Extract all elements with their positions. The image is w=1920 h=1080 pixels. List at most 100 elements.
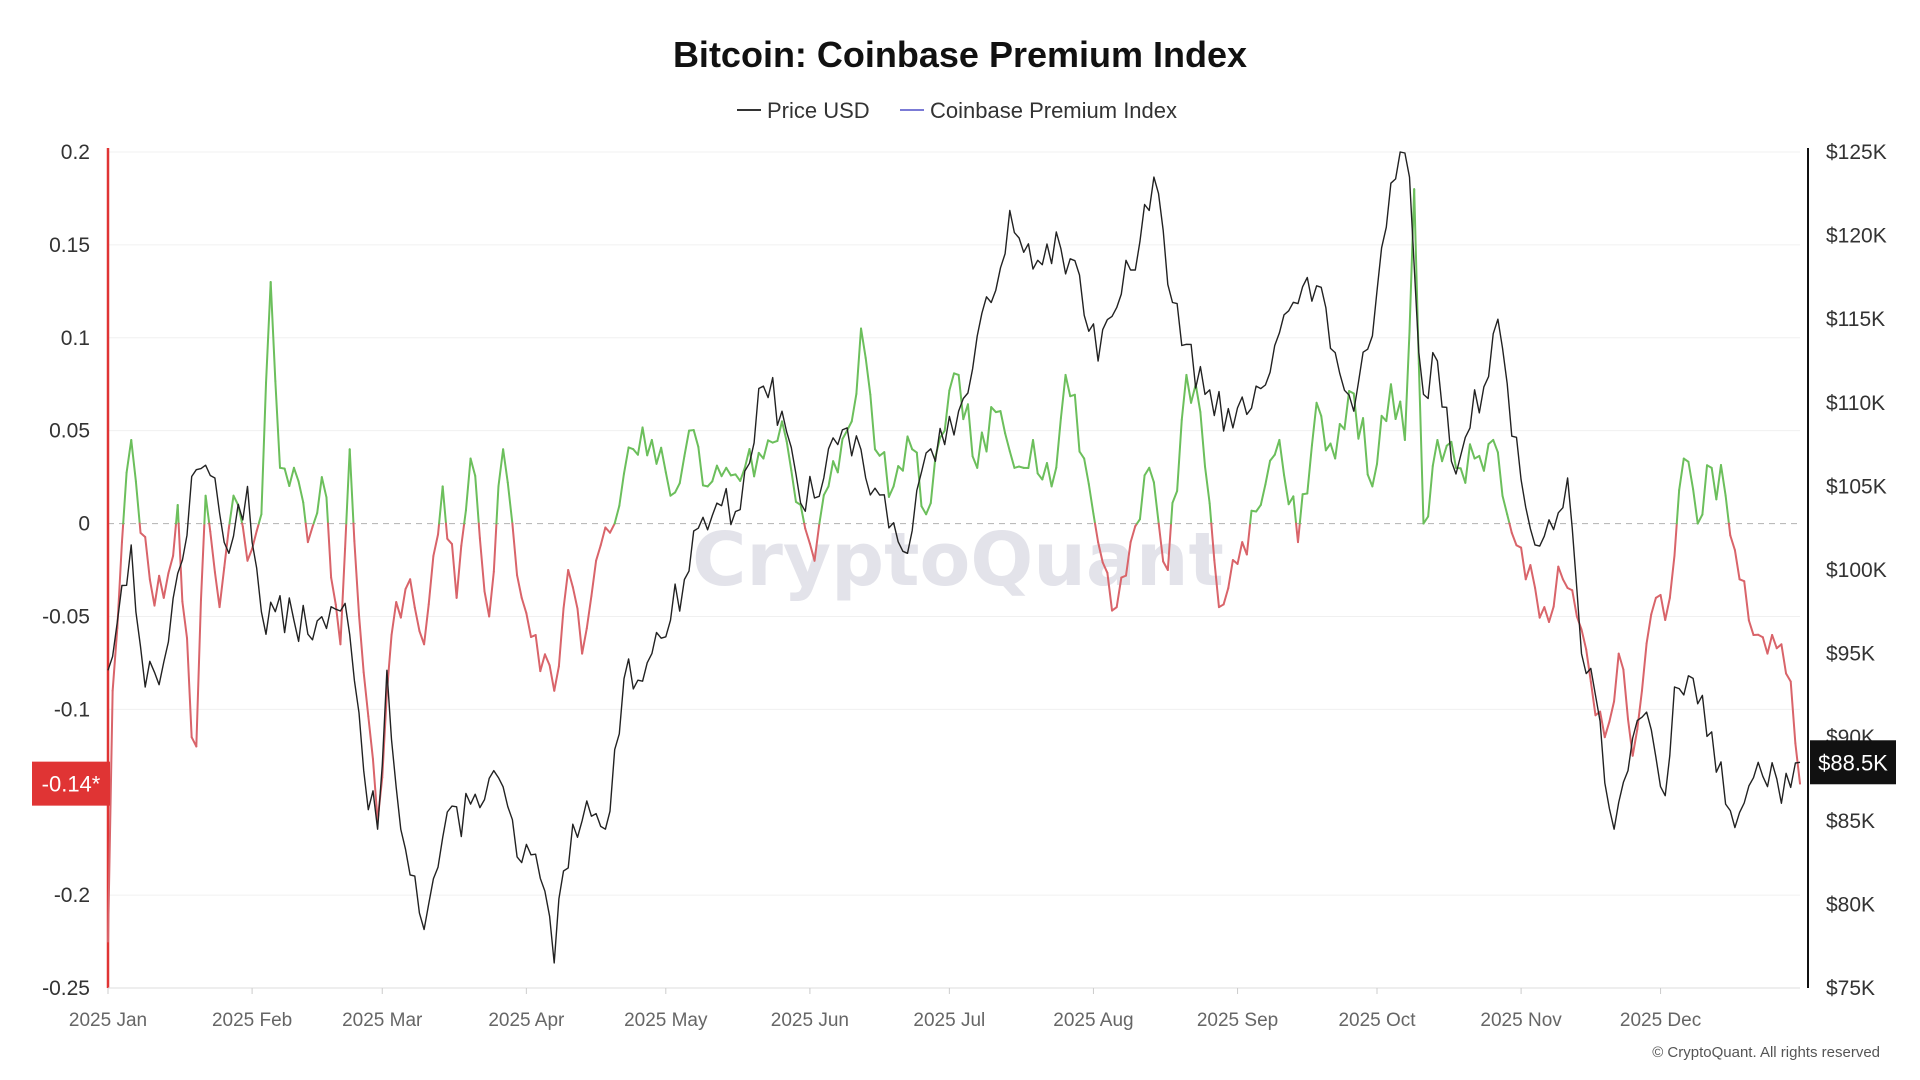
premium-segment	[1747, 619, 1755, 637]
premium-segment	[734, 473, 742, 482]
legend-label-price[interactable]: Price USD	[767, 98, 870, 123]
premium-segment	[748, 447, 756, 478]
premium-segment	[1631, 728, 1639, 757]
premium-segment	[288, 466, 295, 488]
premium-segment	[177, 522, 184, 603]
premium-segment	[1794, 742, 1801, 785]
premium-segment	[1094, 522, 1100, 544]
premium-segment	[1087, 483, 1095, 515]
premium-segment	[1366, 473, 1374, 488]
left-tick-label: 0.1	[61, 327, 90, 350]
right-tick-label: $100K	[1826, 559, 1887, 582]
premium-segment	[1552, 565, 1560, 608]
premium-segment	[1310, 401, 1318, 447]
premium-segment	[1222, 587, 1230, 606]
premium-segment	[283, 467, 291, 488]
premium-segment	[399, 588, 407, 619]
left-tick-label: -0.05	[42, 605, 90, 628]
premium-segment	[320, 476, 328, 499]
premium-segment	[1478, 454, 1485, 472]
premium-segment	[1543, 606, 1550, 623]
premium-segment	[176, 503, 180, 525]
premium-segment	[813, 523, 821, 562]
premium-segment	[883, 451, 890, 498]
premium-segment	[418, 629, 426, 646]
premium-segment	[781, 420, 788, 443]
premium-segment	[804, 527, 811, 545]
premium-segment	[209, 530, 216, 574]
premium-segment	[1036, 472, 1044, 481]
premium-segment	[1245, 522, 1252, 556]
premium-segment	[460, 522, 466, 547]
premium-segment	[808, 542, 816, 562]
premium-segment	[1403, 329, 1411, 441]
left-tick-label: -0.1	[54, 698, 90, 721]
premium-segment	[980, 431, 988, 453]
premium-segment	[1213, 559, 1220, 609]
premium-segment	[595, 544, 602, 562]
premium-segment	[1180, 373, 1188, 421]
premium-segment	[683, 429, 691, 458]
premium-segment	[334, 603, 342, 646]
premium-segment	[650, 438, 658, 465]
x-tick-label: 2025 Sep	[1197, 1010, 1278, 1031]
x-tick-label: 2025 Aug	[1053, 1010, 1133, 1031]
right-tick-label: $110K	[1826, 392, 1885, 415]
premium-segment	[1659, 593, 1667, 621]
premium-segment	[706, 480, 714, 488]
x-tick-label: 2025 Dec	[1620, 1010, 1701, 1031]
premium-segment	[841, 429, 849, 441]
premium-segment	[1613, 652, 1620, 703]
premium-segment	[302, 501, 307, 525]
premium-segment	[1124, 541, 1132, 577]
premium-segment	[1236, 541, 1244, 565]
premium-segment	[511, 522, 519, 577]
premium-segment	[181, 600, 189, 640]
axes	[106, 148, 1809, 989]
premium-segment	[674, 482, 681, 494]
premium-segment	[1064, 373, 1072, 398]
price-last-badge	[1810, 740, 1896, 785]
premium-segment	[464, 457, 472, 512]
premium-index-series	[107, 188, 1801, 943]
premium-segment	[497, 448, 505, 488]
premium-segment	[1101, 561, 1109, 574]
x-tick-label: 2025 Jul	[913, 1010, 985, 1031]
right-tick-label: $105K	[1826, 475, 1887, 498]
premium-segment	[1780, 643, 1788, 675]
premium-segment	[1032, 438, 1039, 475]
premium-segment	[1259, 483, 1267, 506]
premium-segment	[326, 522, 333, 579]
premium-segment	[543, 653, 551, 667]
premium-segment	[1041, 461, 1048, 481]
premium-segment	[463, 509, 467, 525]
x-tick-label: 2025 Mar	[342, 1010, 423, 1031]
premium-segment	[720, 466, 728, 478]
legend-label-premium[interactable]: Coinbase Premium Index	[930, 98, 1177, 123]
premium-segment	[762, 439, 770, 460]
premium-segment	[1608, 700, 1616, 723]
premium-segment	[641, 426, 649, 457]
premium-segment	[525, 612, 532, 638]
premium-segment	[520, 596, 528, 615]
premium-segment	[330, 576, 337, 606]
premium-segment	[213, 571, 221, 609]
right-tick-label: $125K	[1826, 141, 1887, 164]
premium-segment	[1729, 534, 1736, 552]
premium-segment	[1617, 652, 1625, 671]
premium-segment	[148, 578, 156, 607]
premium-segment	[957, 373, 965, 421]
premium-segment	[228, 494, 235, 525]
premium-segment	[339, 547, 347, 646]
premium-segment	[887, 485, 895, 498]
premium-segment	[390, 601, 398, 637]
premium-segment	[255, 522, 260, 532]
premium-segment	[432, 533, 440, 557]
premium-segment	[506, 481, 514, 525]
premium-segment	[1678, 457, 1685, 492]
premium-segment	[241, 525, 249, 562]
premium-segment	[1585, 648, 1592, 683]
premium-segment	[153, 574, 161, 607]
left-tick-label: 0.15	[49, 234, 90, 257]
premium-segment	[832, 460, 839, 474]
